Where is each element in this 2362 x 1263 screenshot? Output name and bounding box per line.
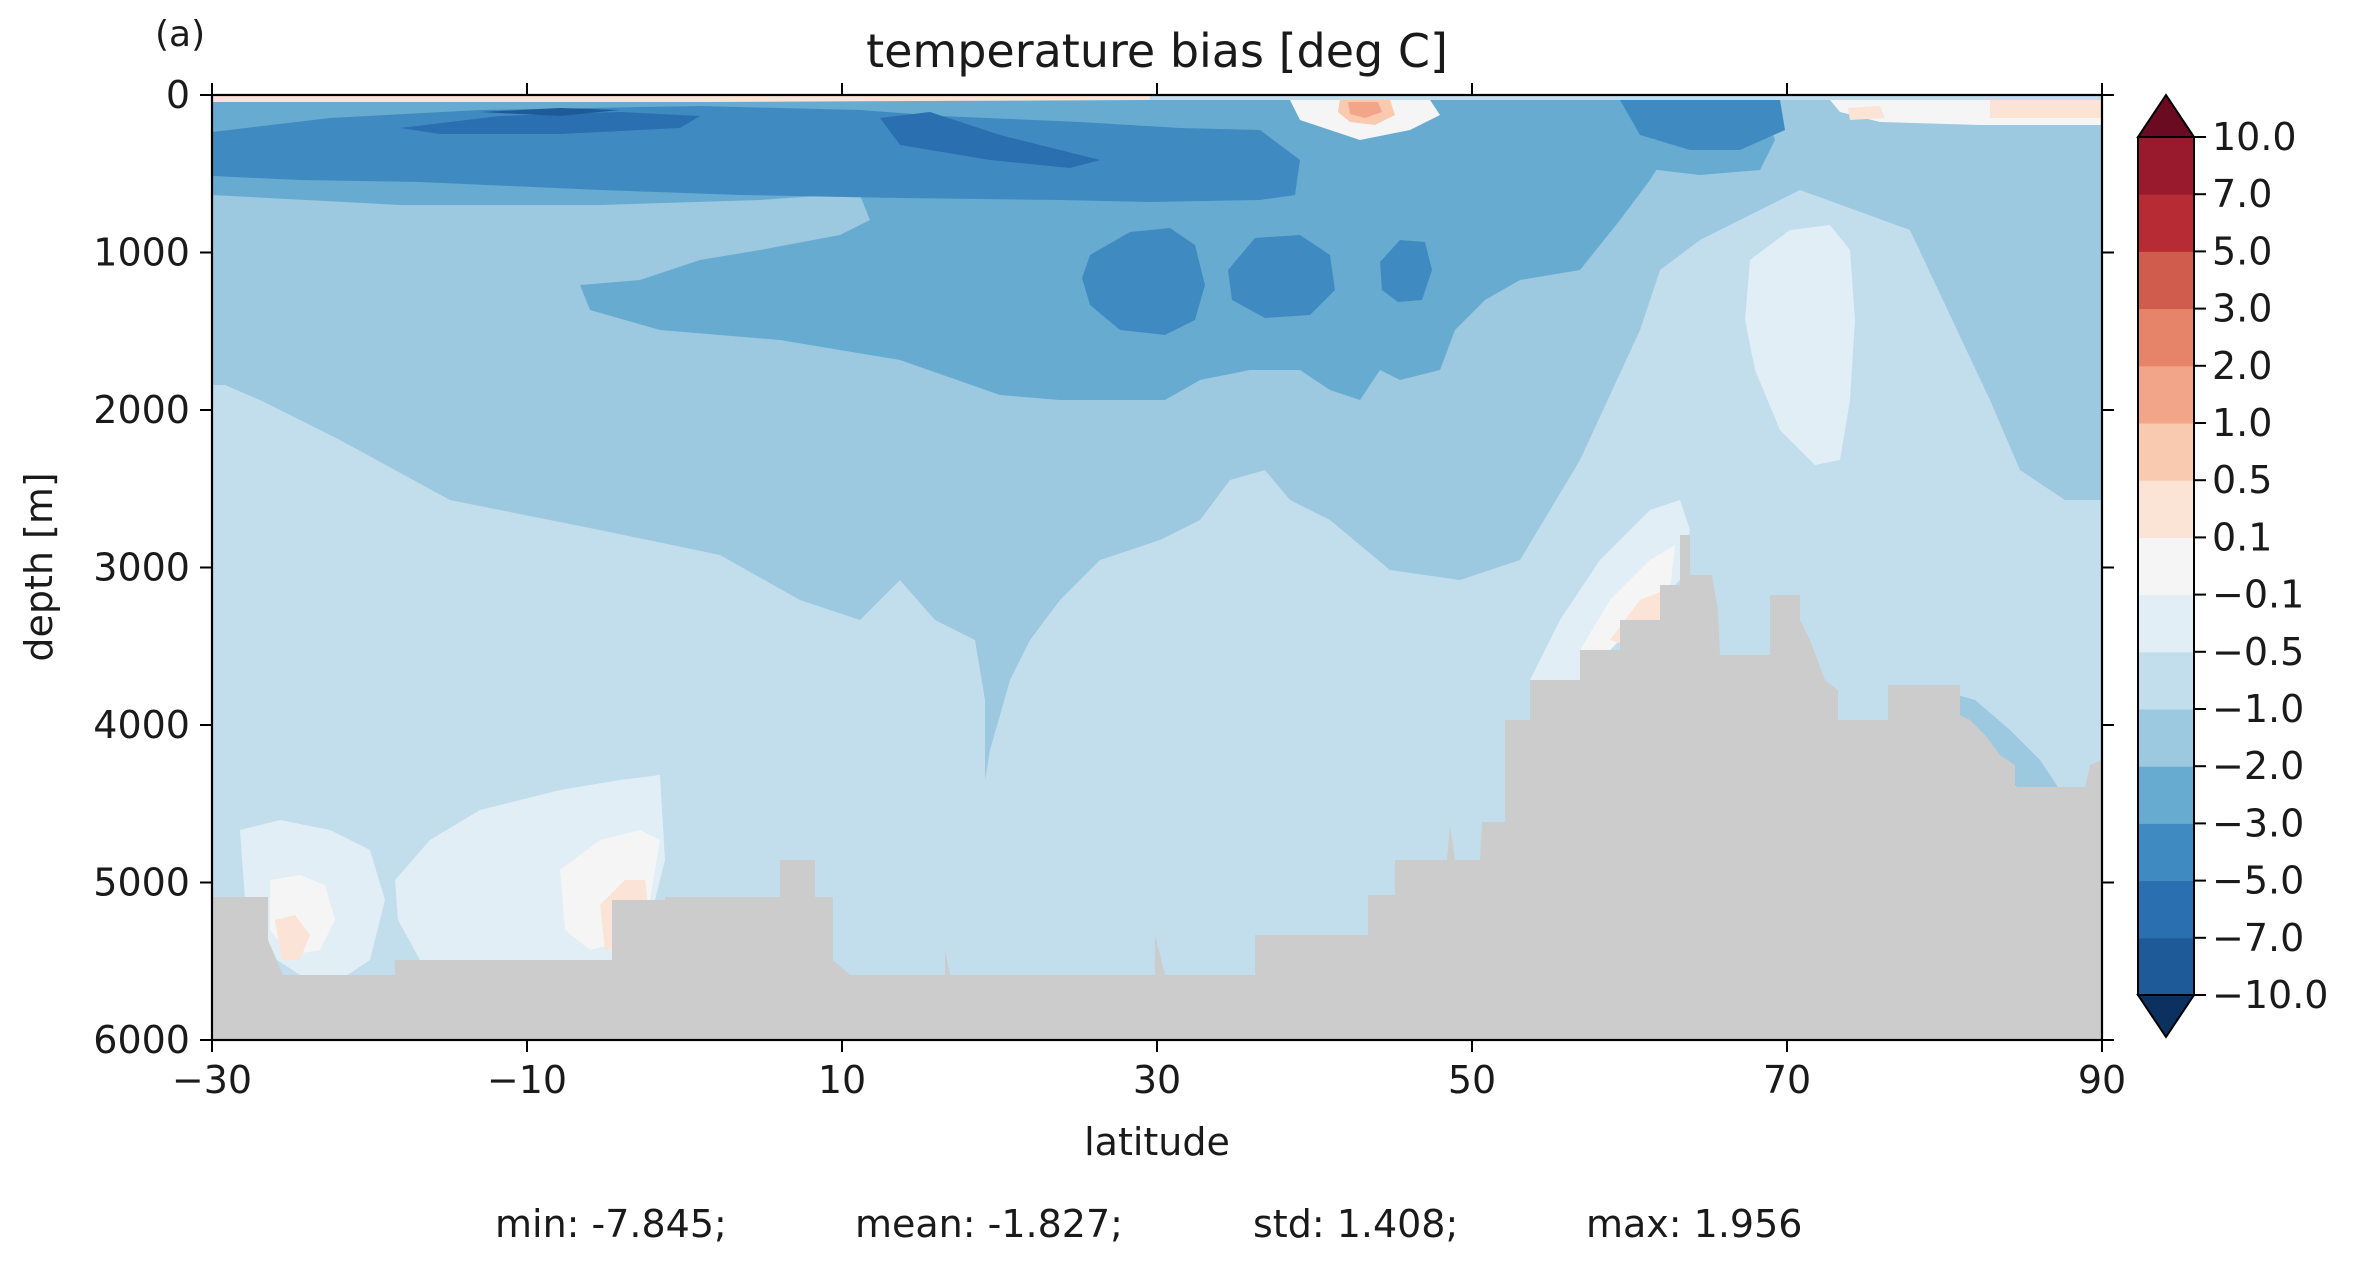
stats-min: min: -7.845; (495, 1202, 727, 1246)
x-tick-label: 90 (2078, 1058, 2126, 1102)
x-tick-label: 70 (1763, 1058, 1811, 1102)
contour-band-neg7-neg5-a (400, 112, 700, 134)
x-axis: −30 −10 10 30 50 70 90 (172, 83, 2126, 1102)
colorbar-tick-label: 1.0 (2212, 401, 2272, 445)
colorbar-segment (2138, 137, 2194, 195)
colorbar-tick-label: 10.0 (2212, 115, 2297, 159)
colorbar-tick-label: 5.0 (2212, 229, 2272, 273)
colorbar-tick-label: −7.0 (2212, 916, 2304, 960)
colorbar-tick-label: 0.1 (2212, 515, 2272, 559)
chart-title: temperature bias [deg C] (866, 24, 1448, 78)
colorbar-tick-label: −5.0 (2212, 859, 2304, 903)
colorbar-tick-label: −0.5 (2212, 630, 2304, 674)
colorbar-extend-over (2136, 93, 2196, 138)
contour-band-neg7-neg5-b (880, 112, 1100, 168)
y-tick-label: 0 (166, 73, 190, 117)
contour-band-neg5-neg3-deep-b (1228, 235, 1335, 318)
contour-north-shelf (1940, 690, 2060, 795)
y-tick-label: 5000 (93, 861, 190, 905)
colorbar-segment (2138, 365, 2194, 424)
colorbar-extend-under (2136, 994, 2196, 1039)
colorbar-segment (2138, 709, 2194, 767)
x-tick-label: −10 (487, 1058, 567, 1102)
contour-band-neg10-neg7-a (480, 108, 620, 116)
contour-band-neg5-neg3-arctic-core (1620, 100, 1785, 150)
y-tick-label: 6000 (93, 1018, 190, 1062)
colorbar-segment (2138, 251, 2194, 310)
contour-ridge-fringe-b (1580, 545, 1675, 660)
contour-ridge-fringe-a (1530, 500, 1690, 690)
colorbar-tick-label: 2.0 (2212, 344, 2272, 388)
panel-label: (a) (155, 14, 205, 55)
colorbar: −10.0 −7.0 −5.0 −3.0 −2.0 −1.0 −0.5 −0.1 0.1 0.5 1… (2136, 93, 2328, 1039)
x-tick-label: −30 (172, 1058, 252, 1102)
colorbar-segment (2138, 651, 2194, 710)
colorbar-tick-label: −1.0 (2212, 687, 2304, 731)
colorbar-segment (2138, 194, 2194, 252)
colorbar-tick-label: 7.0 (2212, 172, 2272, 216)
colorbar-segment (2138, 537, 2194, 596)
contour-band-neg5-neg3-deep-c (1380, 240, 1432, 302)
colorbar-tick-label: 0.5 (2212, 458, 2272, 502)
colorbar-segment (2138, 937, 2194, 996)
colorbar-segment (2138, 480, 2194, 538)
contour-band-neg5-neg3-deep-a (1082, 228, 1205, 335)
colorbar-segment (2138, 880, 2194, 939)
stats-max: max: 1.956 (1586, 1202, 1802, 1246)
colorbar-tick-label: 3.0 (2212, 287, 2272, 331)
colorbar-segment (2138, 423, 2194, 481)
contour-field (212, 95, 2102, 980)
y-tick-label: 3000 (93, 546, 190, 590)
colorbar-tick-label: −0.1 (2212, 573, 2304, 617)
colorbar-segment (2138, 823, 2194, 882)
y-tick-label: 4000 (93, 703, 190, 747)
x-axis-label: latitude (1084, 1120, 1230, 1164)
colorbar-tick-label: −10.0 (2212, 973, 2328, 1017)
contour-surface-warm-core (1348, 102, 1382, 118)
x-tick-label: 30 (1133, 1058, 1181, 1102)
colorbar-tick-label: −2.0 (2212, 744, 2304, 788)
colorbar-segment (2138, 766, 2194, 824)
contour-surface-warm-f (1848, 106, 1885, 120)
contour-surface-warm-a (212, 95, 1150, 102)
colorbar-tick-label: −3.0 (2212, 801, 2304, 845)
contour-band-neg05-neg01-arctic (1745, 225, 1855, 465)
x-tick-label: 10 (818, 1058, 866, 1102)
y-axis-label: depth [m] (17, 472, 61, 661)
colorbar-segment (2138, 308, 2194, 367)
contour-south-deep-f (275, 915, 310, 960)
colorbar-frame (2137, 136, 2195, 996)
x-tick-label: 50 (1448, 1058, 1496, 1102)
contour-surface-warm-e (1990, 100, 2102, 118)
y-axis: 0 1000 2000 3000 4000 5000 6000 (93, 73, 2114, 1062)
stats-mean: mean: -1.827; (855, 1202, 1123, 1246)
land-mask (212, 535, 2102, 1040)
y-tick-label: 2000 (93, 388, 190, 432)
stats-std: std: 1.408; (1253, 1202, 1458, 1246)
y-tick-label: 1000 (93, 231, 190, 275)
colorbar-segment (2138, 594, 2194, 653)
